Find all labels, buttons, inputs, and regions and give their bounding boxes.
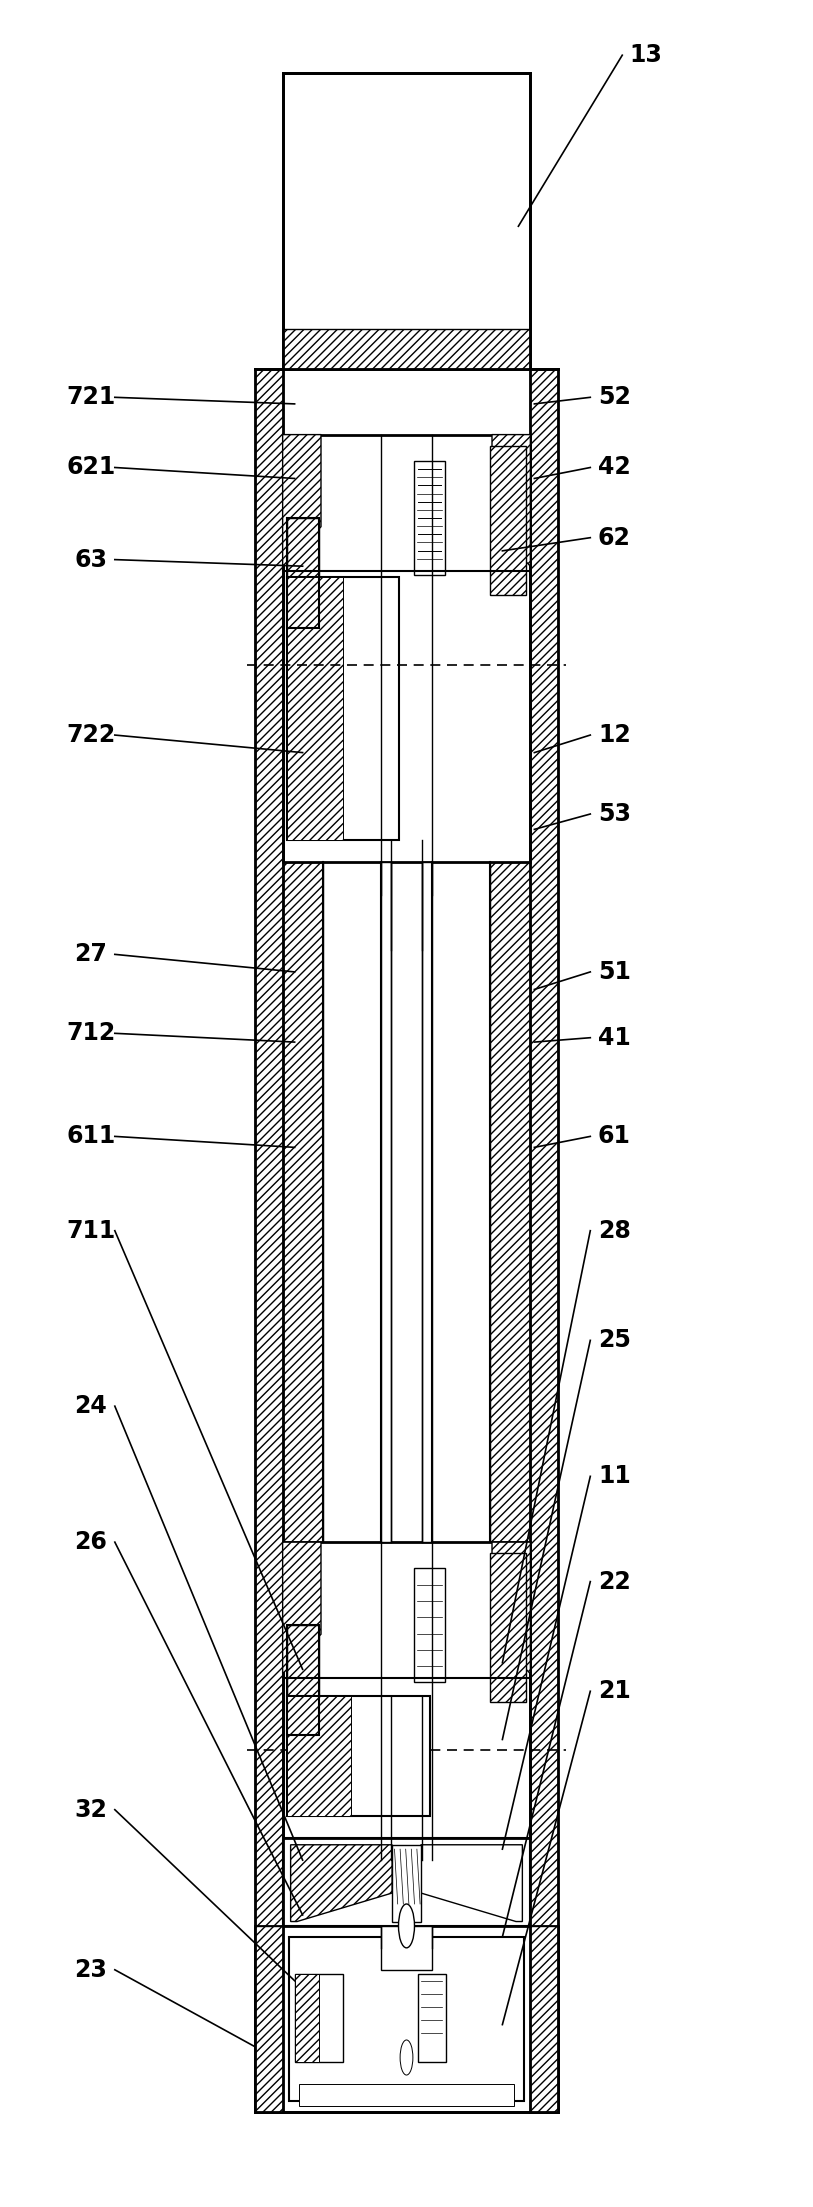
- Polygon shape: [298, 2083, 515, 2105]
- Polygon shape: [287, 1695, 351, 1816]
- Text: 41: 41: [598, 1026, 631, 1051]
- Polygon shape: [490, 446, 526, 594]
- Polygon shape: [287, 578, 342, 841]
- Text: 712: 712: [66, 1022, 115, 1046]
- Polygon shape: [415, 1569, 445, 1682]
- Polygon shape: [415, 461, 445, 576]
- Text: 611: 611: [66, 1123, 115, 1148]
- Polygon shape: [254, 369, 283, 2112]
- Polygon shape: [490, 863, 530, 1543]
- Polygon shape: [530, 1927, 559, 2112]
- Polygon shape: [289, 1938, 524, 2101]
- Text: 26: 26: [75, 1529, 107, 1554]
- Polygon shape: [419, 1975, 446, 2061]
- Text: 23: 23: [75, 1958, 107, 1982]
- Text: 21: 21: [598, 1680, 631, 1704]
- Text: 27: 27: [75, 942, 107, 967]
- Text: 62: 62: [598, 525, 631, 550]
- Text: 25: 25: [598, 1329, 631, 1353]
- Polygon shape: [294, 1975, 319, 2061]
- Text: 12: 12: [598, 724, 631, 746]
- Polygon shape: [283, 1543, 321, 1673]
- Polygon shape: [287, 578, 398, 841]
- Text: 28: 28: [598, 1218, 631, 1243]
- Circle shape: [400, 2039, 413, 2075]
- Text: 61: 61: [598, 1123, 631, 1148]
- Text: 52: 52: [598, 386, 631, 408]
- Text: 13: 13: [630, 44, 663, 66]
- Text: 32: 32: [75, 1799, 107, 1821]
- Text: 63: 63: [74, 547, 107, 572]
- Polygon shape: [283, 1543, 530, 1838]
- Polygon shape: [283, 435, 321, 567]
- Text: 722: 722: [66, 724, 115, 746]
- Polygon shape: [254, 1927, 283, 2112]
- Text: 53: 53: [598, 801, 631, 825]
- Polygon shape: [421, 1845, 523, 1922]
- Polygon shape: [423, 863, 432, 1543]
- Polygon shape: [294, 1975, 342, 2061]
- Text: 51: 51: [598, 960, 631, 984]
- Polygon shape: [392, 1845, 421, 1922]
- Polygon shape: [492, 1543, 530, 1673]
- Text: 42: 42: [598, 455, 631, 479]
- Polygon shape: [381, 1927, 432, 1971]
- Polygon shape: [530, 369, 559, 2112]
- Polygon shape: [283, 1838, 530, 1927]
- Text: 11: 11: [598, 1463, 631, 1488]
- Text: 22: 22: [598, 1569, 631, 1593]
- Circle shape: [398, 1905, 415, 1949]
- Polygon shape: [490, 1554, 526, 1702]
- Polygon shape: [283, 863, 323, 1543]
- Polygon shape: [287, 519, 319, 627]
- Text: 711: 711: [66, 1218, 115, 1243]
- Polygon shape: [254, 1927, 559, 2112]
- Polygon shape: [287, 1695, 430, 1816]
- Polygon shape: [287, 1627, 319, 1735]
- Polygon shape: [290, 1845, 392, 1922]
- Polygon shape: [492, 435, 530, 567]
- Polygon shape: [381, 863, 390, 1543]
- Polygon shape: [283, 73, 530, 369]
- Text: 24: 24: [75, 1395, 107, 1419]
- Polygon shape: [283, 329, 530, 369]
- Text: 721: 721: [66, 386, 115, 408]
- Text: 621: 621: [66, 455, 115, 479]
- Polygon shape: [283, 435, 530, 863]
